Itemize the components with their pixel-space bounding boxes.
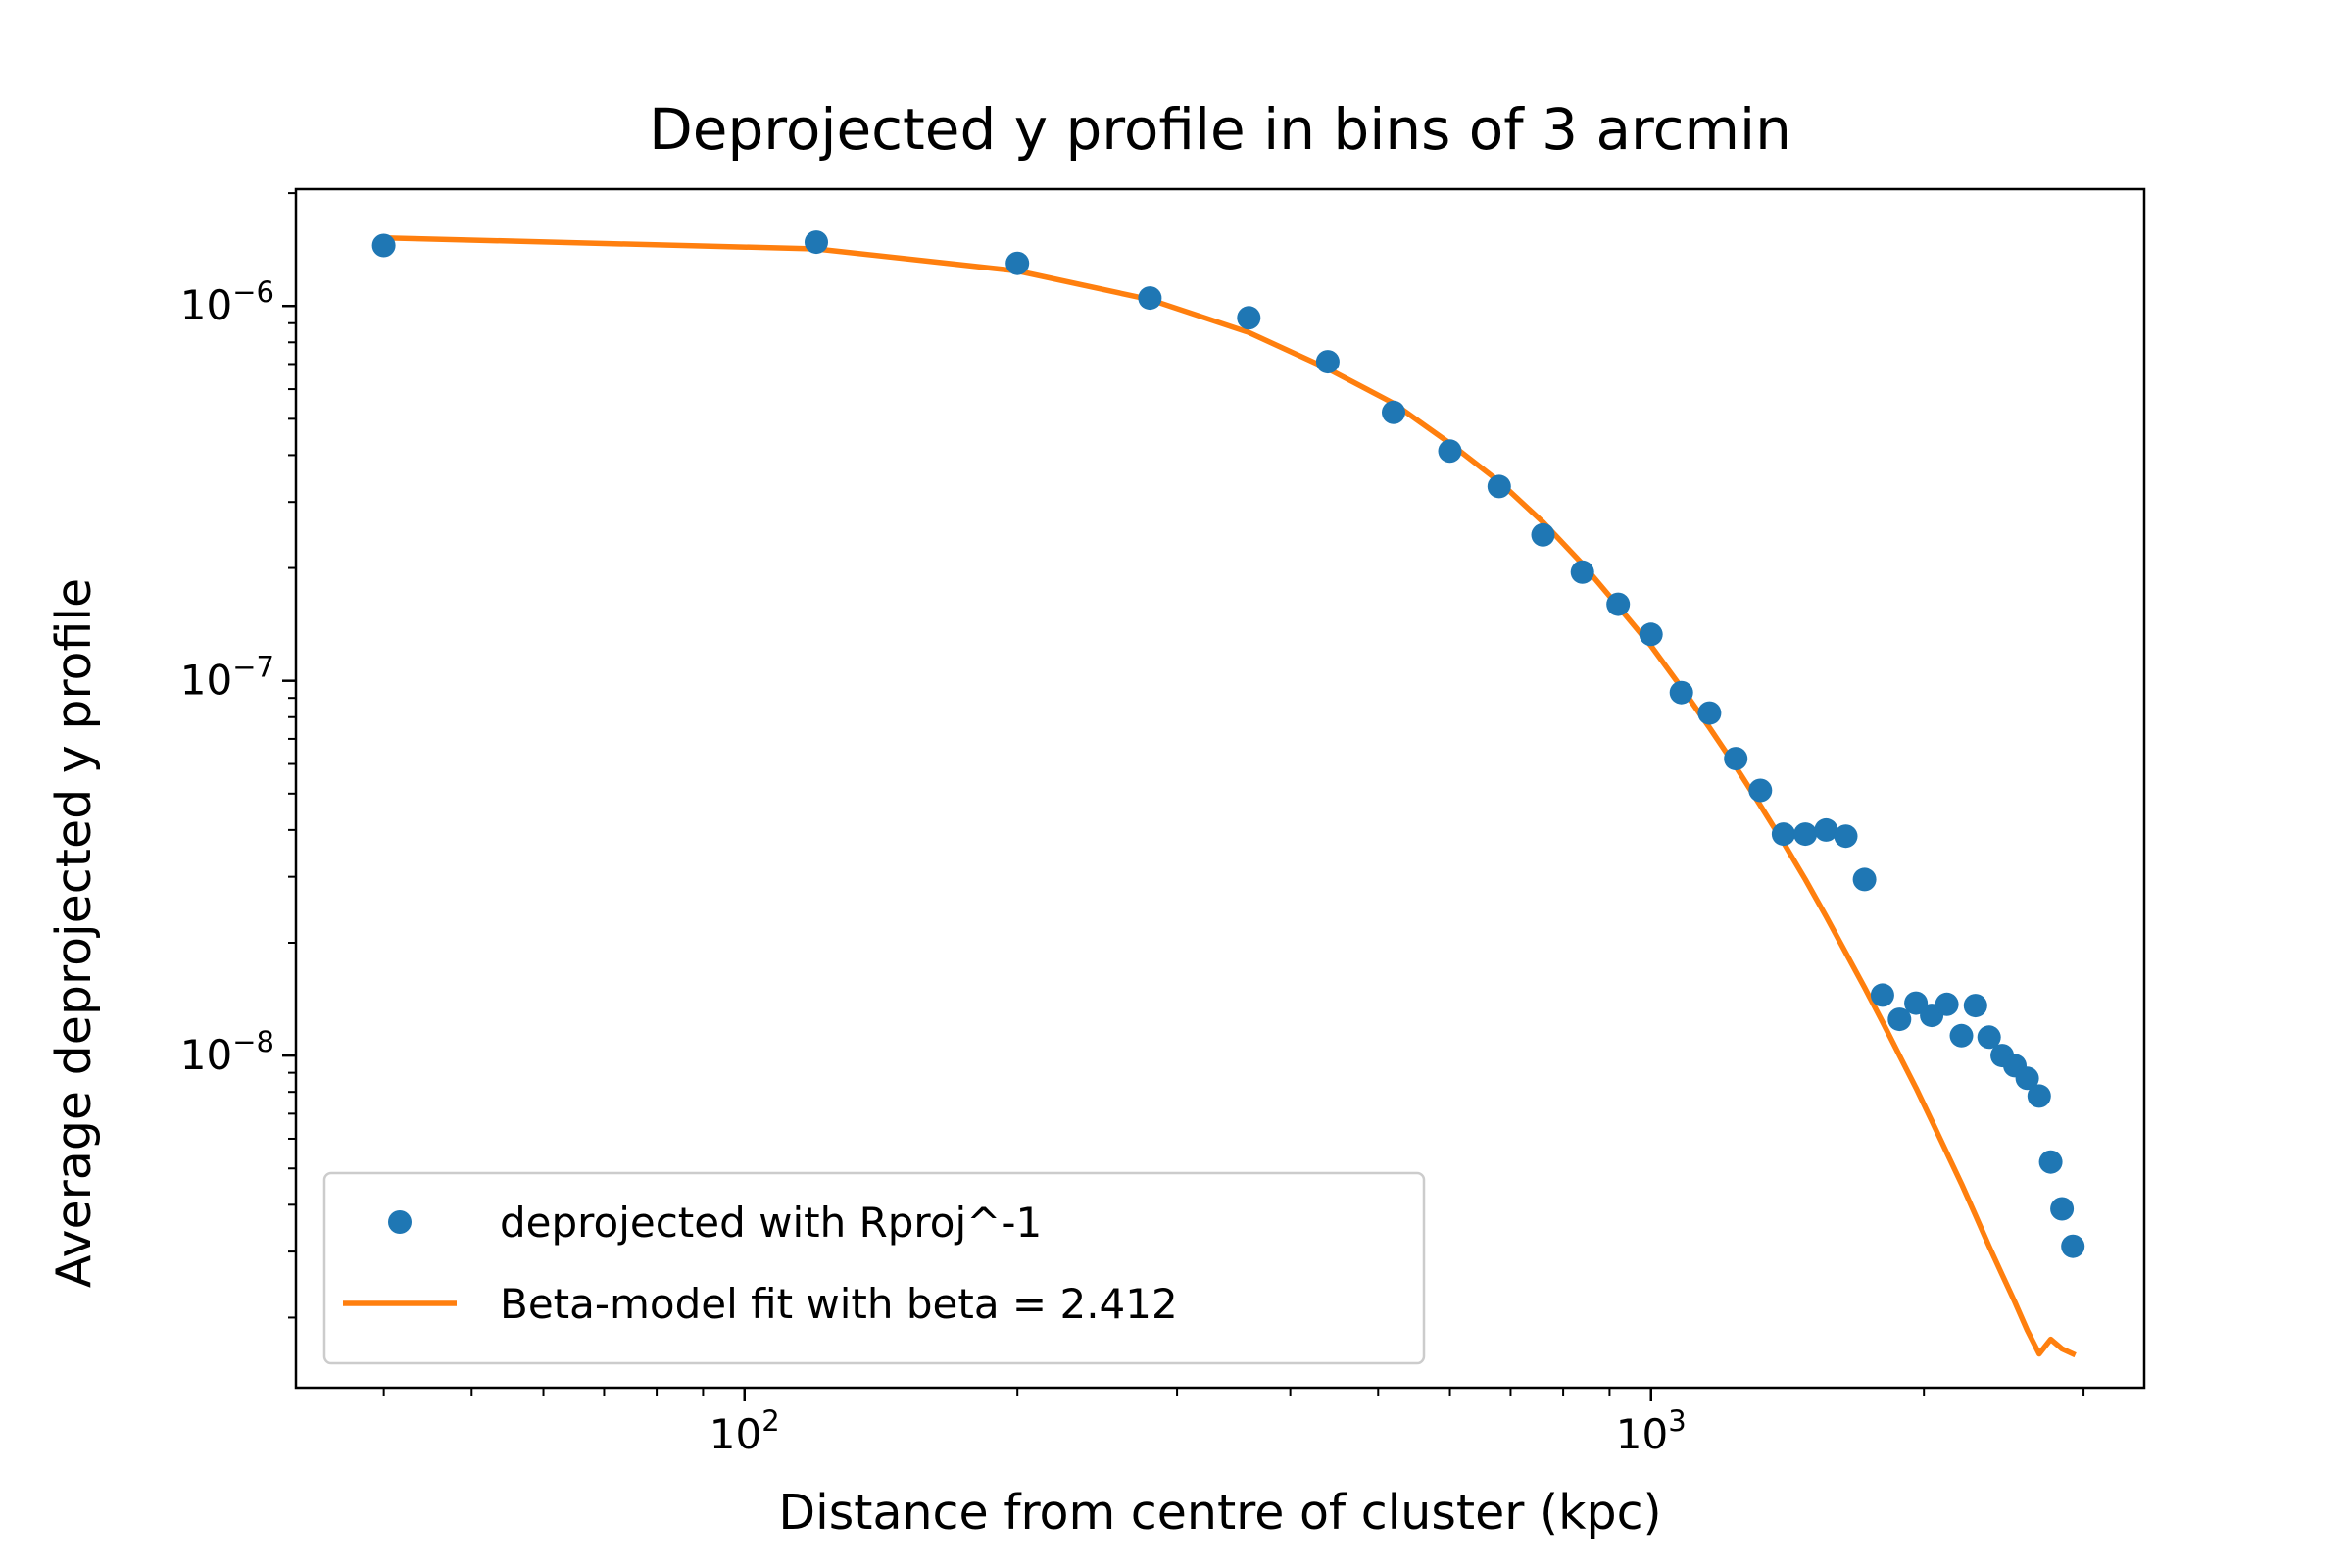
data-point — [1793, 822, 1818, 847]
y-tick-label: 10−8 — [180, 1025, 274, 1079]
data-point — [1237, 306, 1261, 330]
data-point — [1870, 983, 1894, 1007]
data-point — [1887, 1007, 1912, 1032]
data-point — [1748, 778, 1773, 803]
data-point — [1639, 622, 1663, 647]
data-point — [1570, 560, 1594, 584]
x-axis-label: Distance from centre of cluster (kpc) — [778, 1485, 1661, 1541]
data-point — [1438, 439, 1462, 464]
data-point — [1697, 701, 1722, 725]
plot-area — [371, 230, 2085, 1358]
data-point — [1834, 824, 1858, 849]
y-tick-exponent: −8 — [232, 1025, 274, 1058]
legend: deprojected with Rproj^-1 Beta-model fit … — [322, 1171, 1426, 1365]
legend-label-fit: Beta-model fit with beta = 2.412 — [500, 1280, 1178, 1328]
y-tick-exponent: −6 — [232, 275, 274, 309]
data-point — [1935, 992, 1959, 1016]
x-tick-label: 102 — [710, 1404, 780, 1458]
data-point — [1382, 400, 1405, 424]
data-point — [1138, 286, 1162, 311]
y-tick-base: 10 — [180, 1031, 232, 1079]
data-point — [371, 233, 396, 258]
data-point — [2061, 1234, 2085, 1258]
x-tick-base: 10 — [1616, 1410, 1668, 1458]
y-tick-base: 10 — [180, 657, 232, 705]
data-point — [2038, 1150, 2063, 1174]
chart-title: Deprojected y profile in bins of 3 arcmi… — [649, 96, 1791, 163]
data-point — [2050, 1197, 2075, 1221]
x-tick-exponent: 3 — [1668, 1404, 1686, 1438]
data-point — [1852, 867, 1877, 892]
data-point — [2027, 1084, 2051, 1108]
data-point — [1531, 522, 1555, 547]
y-axis-label: Average deprojected y profile — [46, 578, 102, 1288]
data-point — [1669, 680, 1693, 705]
plot-frame — [294, 187, 2146, 1390]
data-point — [1977, 1025, 2001, 1050]
data-point — [1487, 474, 1511, 499]
data-point — [1315, 350, 1340, 374]
data-point — [2015, 1066, 2039, 1091]
y-tick-exponent: −7 — [232, 651, 274, 684]
legend-label-points: deprojected with Rproj^-1 — [500, 1199, 1042, 1247]
data-point — [1963, 994, 1987, 1018]
y-tick-label: 10−7 — [180, 651, 274, 705]
data-point — [1606, 592, 1631, 616]
x-tick-exponent: 2 — [761, 1404, 779, 1438]
data-point — [1814, 817, 1838, 842]
y-tick-label: 10−6 — [180, 275, 274, 329]
data-point — [1005, 251, 1030, 275]
legend-box — [322, 1171, 1426, 1365]
legend-marker-points — [388, 1210, 412, 1234]
y-tick-base: 10 — [180, 281, 232, 329]
data-point — [1771, 822, 1795, 847]
data-point — [1724, 747, 1748, 771]
x-tick-base: 10 — [710, 1410, 761, 1458]
x-tick-label: 103 — [1616, 1404, 1687, 1458]
data-point — [805, 230, 828, 255]
data-point — [1949, 1023, 1974, 1048]
